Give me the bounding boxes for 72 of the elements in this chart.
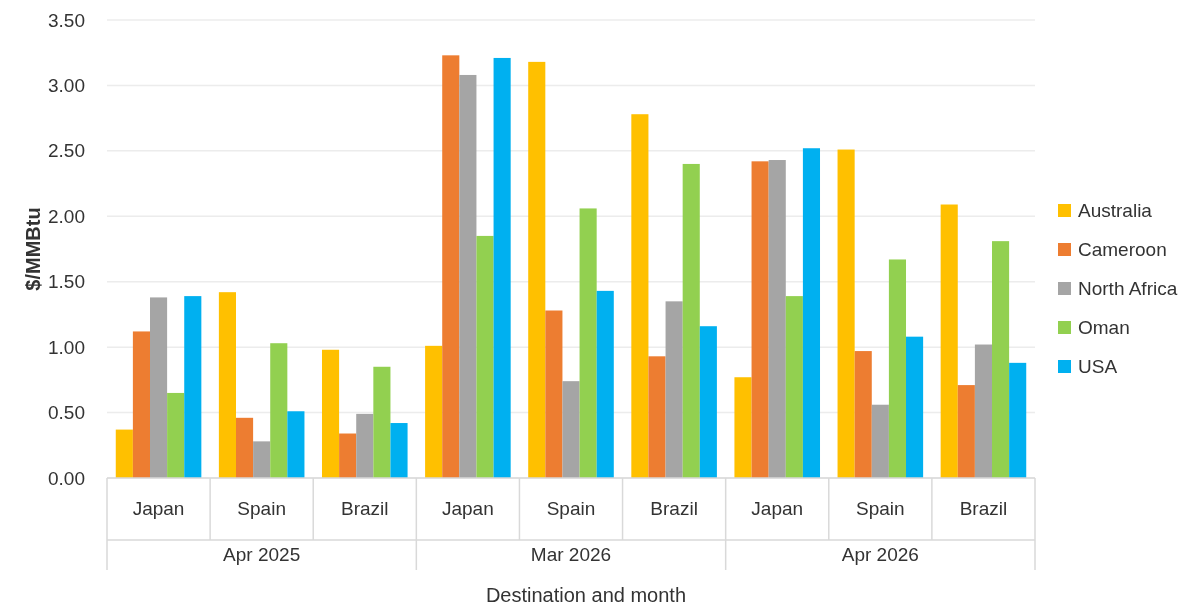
y-tick-label: 1.50 — [48, 271, 85, 293]
bar — [854, 351, 872, 478]
bar — [356, 413, 374, 478]
bar — [218, 292, 236, 478]
y-tick-label: 2.00 — [48, 205, 85, 227]
y-tick-label: 3.00 — [48, 75, 85, 97]
y-tick-label: 0.50 — [48, 402, 85, 424]
bar — [132, 331, 150, 478]
text: Apr 2025 — [223, 544, 301, 565]
bar — [665, 301, 683, 478]
bar — [235, 417, 254, 478]
bar — [992, 241, 1010, 478]
bar — [253, 441, 271, 478]
bar — [596, 290, 614, 478]
y-tick-label: 0.00 — [48, 467, 85, 489]
bar — [751, 161, 769, 478]
text: Mar 2026 — [530, 544, 612, 565]
bar — [373, 366, 391, 478]
x-tick-label: Japan — [751, 498, 804, 519]
bar — [699, 326, 717, 478]
bar — [906, 336, 924, 478]
y-tick-label: 2.50 — [48, 140, 85, 162]
bar — [167, 392, 185, 478]
bar — [648, 356, 666, 478]
bar — [270, 343, 288, 478]
legend-label: Oman — [1078, 317, 1130, 338]
y-tick-label: 1.00 — [48, 336, 85, 358]
legend-label: North Africa — [1078, 278, 1178, 299]
x-tick-label: Spain — [856, 498, 905, 519]
bar — [459, 74, 477, 478]
bar — [425, 345, 443, 478]
x-tick-label: Brazil — [650, 498, 698, 519]
bar — [321, 349, 340, 478]
bar — [1009, 362, 1027, 478]
bar — [287, 411, 305, 478]
x-tick-label: Brazil — [341, 498, 389, 519]
bar — [957, 385, 975, 478]
x-tick-label: Brazil — [959, 498, 1008, 519]
x-tick-label: Japan — [442, 498, 494, 519]
bar — [631, 114, 649, 478]
bar — [768, 160, 786, 478]
y-axis-title: $/MMBtu — [22, 207, 44, 291]
bar — [115, 429, 133, 478]
bar — [888, 259, 907, 478]
y-tick-label: 3.50 — [48, 9, 85, 31]
legend-label: Cameroon — [1078, 239, 1167, 260]
bar — [802, 148, 821, 478]
bar — [837, 149, 855, 478]
x-tick-label: Spain — [237, 498, 286, 519]
bar — [545, 310, 563, 478]
bar — [871, 404, 889, 478]
bar — [476, 235, 494, 478]
bar — [562, 381, 580, 478]
bar — [150, 297, 168, 478]
bar — [734, 377, 752, 478]
legend-label: USA — [1078, 356, 1118, 377]
bar — [974, 344, 992, 478]
legend-label: Australia — [1078, 200, 1153, 221]
x-tick-label: Japan — [132, 498, 185, 519]
bar — [493, 57, 511, 478]
bar — [579, 208, 597, 478]
bar — [940, 204, 958, 478]
bar — [682, 163, 700, 478]
bar — [390, 423, 408, 478]
bar — [184, 296, 202, 478]
x-axis-title: Destination and month — [485, 584, 687, 606]
bar — [785, 296, 803, 478]
bar — [442, 55, 460, 478]
bar — [528, 61, 546, 478]
x-tick-label: Spain — [546, 498, 596, 519]
bar — [339, 433, 357, 478]
text: Apr 2026 — [841, 544, 919, 565]
